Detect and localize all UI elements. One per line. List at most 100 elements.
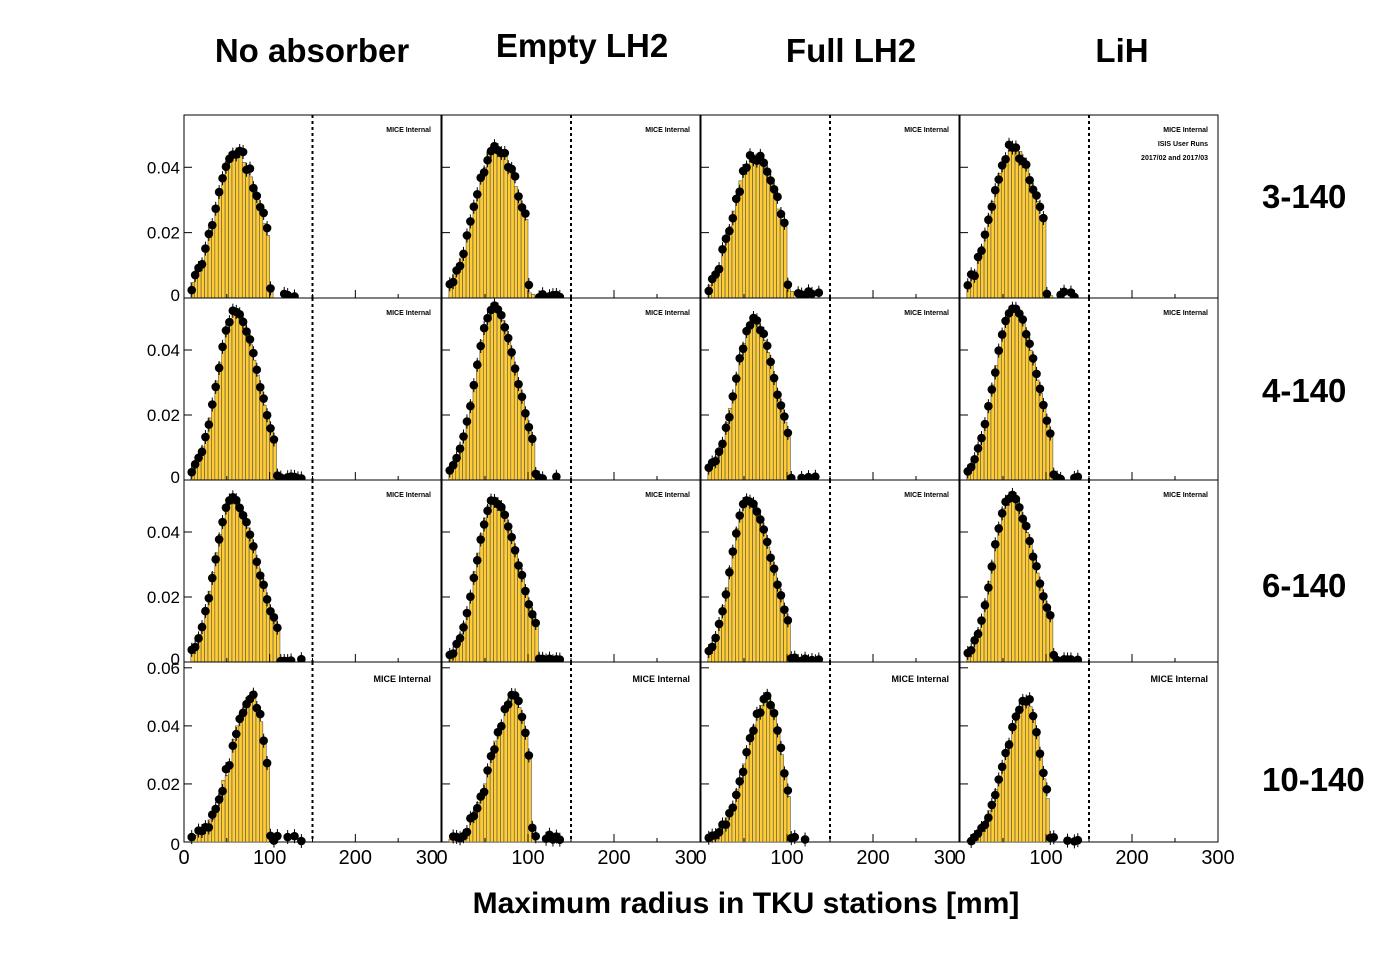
- histogram-bar: [976, 260, 981, 299]
- histogram-bar: [1004, 155, 1009, 299]
- data-point: [262, 758, 272, 768]
- histogram-bar: [486, 314, 491, 481]
- histogram-bar: [741, 343, 747, 481]
- data-point: [514, 379, 523, 389]
- histogram-bar: [762, 532, 767, 663]
- data-point: [804, 472, 813, 482]
- data-point: [514, 192, 523, 201]
- data-point: [783, 280, 793, 289]
- data-point: [1028, 552, 1038, 561]
- mice-internal-tag: MICE Internal: [1163, 492, 1208, 499]
- data-point: [994, 775, 1003, 784]
- x-tick-label: 100: [1029, 847, 1062, 869]
- data-point: [762, 341, 772, 351]
- data-point: [218, 173, 227, 183]
- data-point: [211, 554, 220, 564]
- data-point: [1046, 610, 1055, 620]
- panel-r1-c0: MICE Internal 0.02 0.04 0: [147, 297, 442, 487]
- data-point: [531, 831, 541, 841]
- data-point: [204, 420, 214, 429]
- row-titles: 3-140 4-140 6-140 10-140: [1262, 178, 1365, 798]
- histogram-bar: [510, 699, 515, 843]
- data-point: [1025, 694, 1034, 704]
- data-point: [472, 803, 482, 813]
- histogram-bar: [238, 151, 243, 299]
- data-point: [194, 634, 203, 643]
- histogram-bar: [493, 309, 498, 481]
- col-title-no-absorber: No absorber: [215, 32, 410, 69]
- histogram-bar: [1025, 699, 1030, 843]
- data-point: [776, 401, 786, 410]
- histogram-bar: [517, 567, 522, 663]
- x-tick-label: 0: [436, 847, 447, 869]
- data-point: [521, 409, 530, 418]
- histogram-bar: [990, 561, 995, 663]
- histogram-bar: [486, 505, 491, 663]
- panel-r3-c1: MICE Internal: [441, 661, 701, 847]
- y-tick-label: 0.02: [147, 775, 180, 794]
- data-point: [987, 385, 997, 394]
- data-point: [466, 401, 475, 411]
- data-point: [728, 803, 738, 812]
- histogram-bar: [745, 753, 750, 843]
- data-point: [977, 433, 986, 443]
- data-point: [521, 728, 530, 738]
- data-point: [711, 456, 720, 466]
- data-point: [297, 654, 306, 664]
- histogram-bar: [994, 365, 999, 481]
- data-point: [769, 564, 779, 573]
- data-point: [538, 289, 547, 299]
- data-point: [207, 400, 217, 409]
- histogram-bar: [745, 330, 750, 481]
- data-point: [507, 532, 516, 542]
- data-point: [259, 736, 268, 745]
- data-point: [990, 539, 1000, 549]
- data-point: [218, 517, 227, 527]
- data-point: [524, 600, 534, 609]
- histogram-bar: [1007, 310, 1012, 481]
- histogram-bar: [513, 553, 518, 663]
- data-point: [1059, 287, 1069, 297]
- data-point: [225, 317, 234, 327]
- data-point: [1015, 503, 1024, 512]
- data-point: [1001, 748, 1010, 758]
- data-point: [1032, 369, 1041, 379]
- mice-internal-tag: MICE Internal: [632, 674, 690, 684]
- histogram-bar: [489, 146, 494, 299]
- data-point: [780, 605, 789, 614]
- data-point: [990, 368, 1000, 377]
- histogram-bar: [766, 698, 771, 843]
- data-point: [718, 245, 727, 254]
- data-point: [259, 394, 268, 403]
- histogram-bar: [510, 538, 515, 663]
- x-tick-label: 200: [339, 847, 372, 869]
- histogram-bar: [1018, 151, 1023, 299]
- data-point: [970, 454, 979, 464]
- data-point: [769, 708, 779, 718]
- data-point: [721, 423, 731, 433]
- histogram-bar: [790, 290, 795, 299]
- x-tick-label: 0: [954, 847, 965, 869]
- histogram-bar: [513, 371, 518, 481]
- histogram-bar: [255, 708, 260, 843]
- histogram-bar: [472, 571, 477, 663]
- histogram-bar: [1014, 717, 1019, 843]
- histogram-bar: [531, 293, 536, 299]
- data-point: [259, 208, 268, 218]
- histogram-bar: [735, 527, 740, 663]
- data-point: [552, 472, 561, 482]
- data-point: [773, 726, 782, 735]
- histogram-bar: [493, 499, 498, 663]
- data-point: [514, 561, 523, 570]
- mice-internal-tag: MICE Internal: [904, 492, 949, 499]
- histogram-bar: [510, 170, 515, 299]
- x-tick-label: 30: [416, 847, 438, 869]
- data-point: [514, 696, 523, 706]
- histogram-bar: [1000, 164, 1006, 299]
- histogram-bar: [752, 724, 757, 843]
- histogram-bar: [238, 314, 243, 481]
- histogram-bar: [476, 552, 481, 663]
- data-point: [469, 811, 479, 821]
- data-point: [238, 147, 248, 157]
- histogram-bar: [245, 527, 250, 663]
